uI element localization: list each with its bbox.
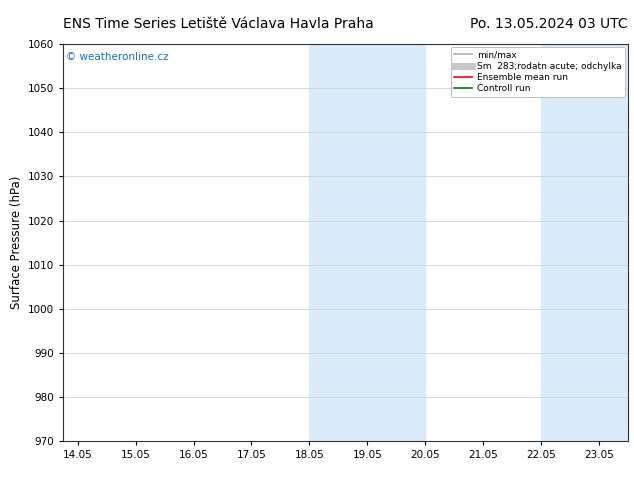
Bar — [541, 44, 628, 441]
Y-axis label: Surface Pressure (hPa): Surface Pressure (hPa) — [10, 176, 23, 309]
Text: © weatheronline.cz: © weatheronline.cz — [66, 52, 169, 62]
Legend: min/max, Sm  283;rodatn acute; odchylka, Ensemble mean run, Controll run: min/max, Sm 283;rodatn acute; odchylka, … — [451, 47, 625, 97]
Text: ENS Time Series Letiště Václava Havla Praha: ENS Time Series Letiště Václava Havla Pr… — [63, 17, 374, 31]
Text: Po. 13.05.2024 03 UTC: Po. 13.05.2024 03 UTC — [470, 17, 628, 31]
Bar — [309, 44, 425, 441]
